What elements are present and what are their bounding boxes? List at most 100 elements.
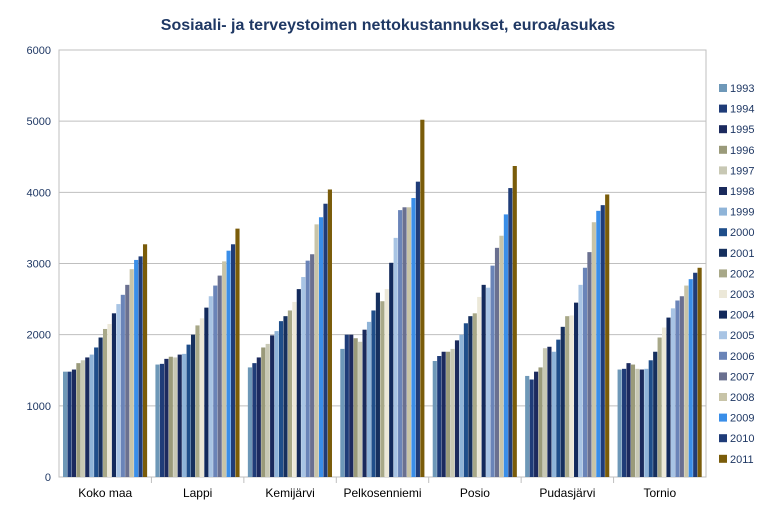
- bar: [89, 354, 94, 477]
- bar: [142, 244, 148, 477]
- bar: [310, 254, 315, 477]
- bar: [420, 119, 425, 477]
- legend-swatch: [719, 145, 727, 154]
- bar: [657, 337, 662, 477]
- bar: [116, 304, 121, 477]
- bar: [265, 343, 270, 477]
- bar: [287, 310, 292, 477]
- bar: [134, 259, 139, 477]
- bar: [366, 321, 372, 477]
- legend-label: 1996: [730, 145, 754, 157]
- chart-title: Sosiaali- ja terveystoimen nettokustannu…: [160, 17, 616, 34]
- bar: [459, 334, 464, 477]
- legend-label: 2010: [730, 433, 754, 445]
- bar: [503, 214, 508, 477]
- bar: [556, 339, 561, 477]
- bar: [441, 351, 446, 477]
- legend: 1993 1994 1995 1996 1997 1998 1999 2000 2001 2002…: [719, 83, 754, 466]
- y-tick-label: 3000: [27, 259, 51, 271]
- bar: [138, 256, 143, 477]
- bar: [353, 338, 358, 477]
- bar: [477, 296, 482, 477]
- bar: [107, 323, 112, 477]
- bar: [199, 318, 205, 477]
- legend-swatch: [719, 228, 727, 237]
- bar: [164, 358, 169, 477]
- bar: [155, 364, 160, 477]
- bar: [499, 235, 504, 477]
- bar: [494, 247, 500, 477]
- legend-label: 2007: [730, 371, 754, 383]
- legend-label: 2002: [730, 268, 754, 280]
- bar: [622, 368, 627, 477]
- x-tick-label: Koko maa: [78, 486, 132, 500]
- bar: [94, 347, 99, 477]
- bar: [560, 326, 565, 477]
- legend-label: 1998: [730, 186, 754, 198]
- legend-label: 1994: [730, 104, 754, 116]
- legend-swatch: [719, 166, 727, 175]
- y-tick-label: 2000: [27, 330, 51, 342]
- bar: [318, 217, 324, 477]
- legend-swatch: [719, 393, 727, 401]
- y-tick-label: 0: [45, 472, 51, 484]
- bar: [85, 357, 90, 477]
- legend-swatch: [719, 454, 727, 463]
- y-tick-label: 1000: [27, 401, 51, 413]
- bar: [463, 323, 468, 477]
- bar: [591, 222, 596, 477]
- bar: [662, 327, 667, 477]
- bar: [323, 203, 328, 477]
- legend-swatch: [719, 310, 727, 319]
- bar: [371, 310, 376, 477]
- bar: [190, 334, 196, 477]
- bar: [675, 300, 680, 477]
- bar: [111, 313, 117, 477]
- bar: [468, 316, 473, 477]
- bar: [76, 363, 81, 477]
- x-tick-label: Lappi: [183, 486, 212, 500]
- bar: [679, 296, 684, 477]
- bar: [301, 277, 306, 477]
- bar: [247, 367, 253, 477]
- legend-label: 1995: [730, 124, 754, 136]
- bar: [587, 252, 592, 477]
- bar: [406, 207, 412, 478]
- legend-swatch: [719, 187, 727, 195]
- bar: [547, 346, 552, 477]
- legend-label: 2000: [730, 227, 754, 239]
- bar: [398, 210, 403, 477]
- bar: [129, 269, 134, 477]
- bar: [296, 289, 301, 477]
- bar: [538, 367, 543, 477]
- bar: [362, 329, 367, 477]
- bar: [305, 260, 310, 477]
- bar: [222, 261, 227, 477]
- bar: [481, 284, 486, 477]
- legend-swatch: [719, 207, 727, 216]
- bar: [235, 228, 240, 477]
- bar: [472, 313, 477, 477]
- bar: [230, 244, 236, 477]
- bar: [283, 316, 288, 477]
- legend-label: 2006: [730, 351, 754, 363]
- bar: [358, 341, 363, 477]
- bar: [486, 287, 491, 477]
- bar: [450, 348, 455, 477]
- bar: [208, 296, 213, 477]
- bar: [512, 166, 517, 478]
- legend-swatch: [719, 84, 727, 92]
- bar: [600, 205, 605, 478]
- bar: [340, 348, 345, 477]
- legend-label: 1997: [730, 165, 754, 177]
- bar: [375, 292, 380, 477]
- bar: [159, 363, 165, 477]
- bar: [508, 188, 513, 477]
- bar: [630, 364, 636, 477]
- bar: [617, 369, 622, 477]
- bar: [644, 368, 649, 477]
- bar: [569, 315, 574, 477]
- bar: [415, 181, 420, 478]
- legend-label: 2011: [730, 454, 754, 466]
